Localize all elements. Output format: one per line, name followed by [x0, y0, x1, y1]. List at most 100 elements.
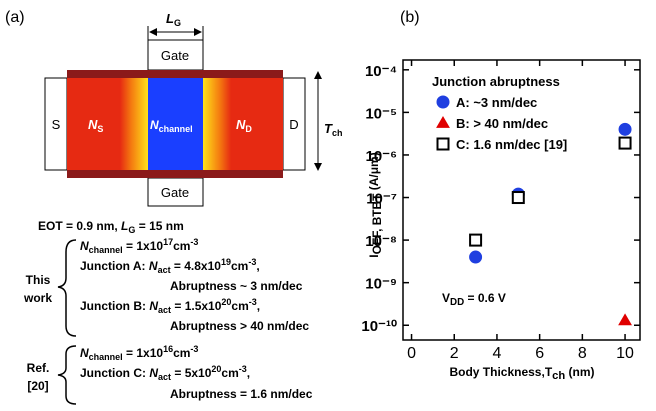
text-part: act: [158, 305, 171, 315]
text-part: G: [128, 225, 135, 235]
legend-label: B: > 40 nm/dec: [456, 116, 548, 131]
point: [513, 192, 524, 203]
source-label: S: [52, 117, 61, 132]
text-part: act: [158, 372, 171, 382]
text-part: 17: [163, 237, 173, 247]
text-part: DD: [450, 297, 464, 308]
text-part: -3: [249, 297, 257, 307]
point: [619, 314, 631, 324]
y-tick-label: 10⁻⁴: [365, 63, 397, 80]
text-part: Junction A:: [80, 259, 149, 273]
point: [470, 235, 481, 246]
annotation: VDD = 0.6 V: [442, 291, 506, 308]
text-part: = 1x10: [123, 346, 164, 360]
legend-title: Junction abruptness: [432, 74, 560, 89]
text-part: EOT = 0.9 nm,: [38, 219, 121, 233]
x-tick-label: 2: [450, 345, 459, 362]
text-part: = 1x10: [123, 239, 164, 253]
text-part: = 5x10: [171, 366, 212, 380]
text-part: Abruptness ~ 3 nm/dec: [170, 279, 303, 293]
note-line: Abruptness ~ 3 nm/dec: [170, 279, 303, 293]
point: [620, 138, 631, 149]
y-tick-label: 10⁻⁵: [365, 105, 397, 122]
gate-label: Gate: [161, 48, 189, 63]
text-part: Junction B:: [80, 299, 149, 313]
text-part: ,: [257, 299, 260, 313]
drain-label: D: [289, 117, 298, 132]
text-part: -3: [239, 364, 247, 374]
text-part: cm: [231, 299, 248, 313]
lg-label: LG: [166, 11, 181, 28]
notes: [58, 240, 76, 404]
text-part: N: [149, 259, 158, 273]
point: [470, 252, 481, 263]
text-part: N: [80, 239, 89, 253]
text-part: -3: [190, 237, 198, 247]
text-part: cm: [173, 239, 190, 253]
text-part: L: [121, 219, 128, 233]
panel-label: (b): [400, 9, 420, 26]
note-line: Junction C: Nact = 5x1020cm-3,: [80, 364, 250, 382]
x-axis-label: Body Thickness,Tch (nm): [449, 365, 594, 382]
text-part: Body Thickness,T: [449, 365, 552, 379]
text-part: act: [158, 265, 171, 275]
gate-label: Gate: [161, 185, 189, 200]
text-part: Abruptness = 1.6 nm/dec: [170, 387, 313, 401]
text-part: OFF, BTBT: [370, 193, 384, 255]
text-part: -3: [190, 344, 198, 354]
ref-label: [20]: [27, 379, 48, 393]
y-tick-label: 10⁻¹⁰: [361, 318, 397, 335]
text-part: (A/μm): [367, 152, 381, 193]
device: Gate Gate S D LG Tch NS Nchannel ND: [45, 11, 342, 206]
brace: [58, 240, 76, 336]
text-part: Abruptness > 40 nm/dec: [170, 319, 309, 333]
text-part: 16: [163, 344, 173, 354]
x-tick-label: 10: [616, 345, 634, 362]
text-part: cm: [173, 346, 190, 360]
text-part: ,: [256, 259, 259, 273]
text-part: N: [149, 299, 158, 313]
text-part: = 15 nm: [135, 219, 183, 233]
this-work-label: This: [26, 273, 51, 287]
x-tick-label: 0: [407, 345, 416, 362]
note-line: Nchannel = 1x1017cm-3: [80, 237, 198, 255]
text-part: 20: [211, 364, 221, 374]
legend-label: A: ~3 nm/dec: [456, 95, 537, 110]
figure: (a) Gate Gate S D LG Tch NS Nchannel ND …: [0, 0, 656, 411]
ref-label: Ref.: [27, 361, 50, 375]
text-part: N: [80, 346, 89, 360]
text-part: 20: [221, 297, 231, 307]
text-part: = 1.5x10: [171, 299, 222, 313]
text-part: ch: [552, 370, 565, 382]
y-axis-label: IOFF, BTBT (A/μm): [367, 152, 384, 257]
x-tick-label: 4: [492, 345, 501, 362]
x-tick-label: 6: [535, 345, 544, 362]
note-line: Abruptness = 1.6 nm/dec: [170, 387, 313, 401]
text-part: ,: [247, 366, 250, 380]
text-part: 19: [221, 257, 231, 267]
text-part: V: [442, 291, 450, 305]
legend-label: C: 1.6 nm/dec [19]: [456, 137, 567, 152]
text-part: = 4.8x10: [171, 259, 222, 273]
note-line: EOT = 0.9 nm, LG = 15 nm: [38, 219, 184, 235]
text-part: = 0.6 V: [464, 291, 506, 305]
text-part: cm: [231, 259, 248, 273]
text-part: (nm): [565, 365, 594, 379]
note-line: Junction B: Nact = 1.5x1020cm-3,: [80, 297, 260, 315]
panel-label: (a): [5, 9, 25, 26]
this-work-label: work: [23, 291, 52, 305]
legend-marker: [438, 97, 449, 108]
brace: [58, 346, 76, 404]
text-part: channel: [89, 245, 123, 255]
note-line: Abruptness > 40 nm/dec: [170, 319, 309, 333]
note-line: Junction A: Nact = 4.8x1019cm-3,: [80, 257, 260, 275]
text-part: cm: [221, 366, 238, 380]
note-line: Nchannel = 1x1016cm-3: [80, 344, 198, 362]
junction-left: [120, 78, 148, 170]
text-part: Junction C:: [80, 366, 149, 380]
text-part: channel: [89, 352, 123, 362]
oxide-top: [67, 70, 283, 78]
oxide-bottom: [67, 170, 283, 178]
text-part: -3: [248, 257, 256, 267]
tch-label: Tch: [324, 121, 342, 138]
